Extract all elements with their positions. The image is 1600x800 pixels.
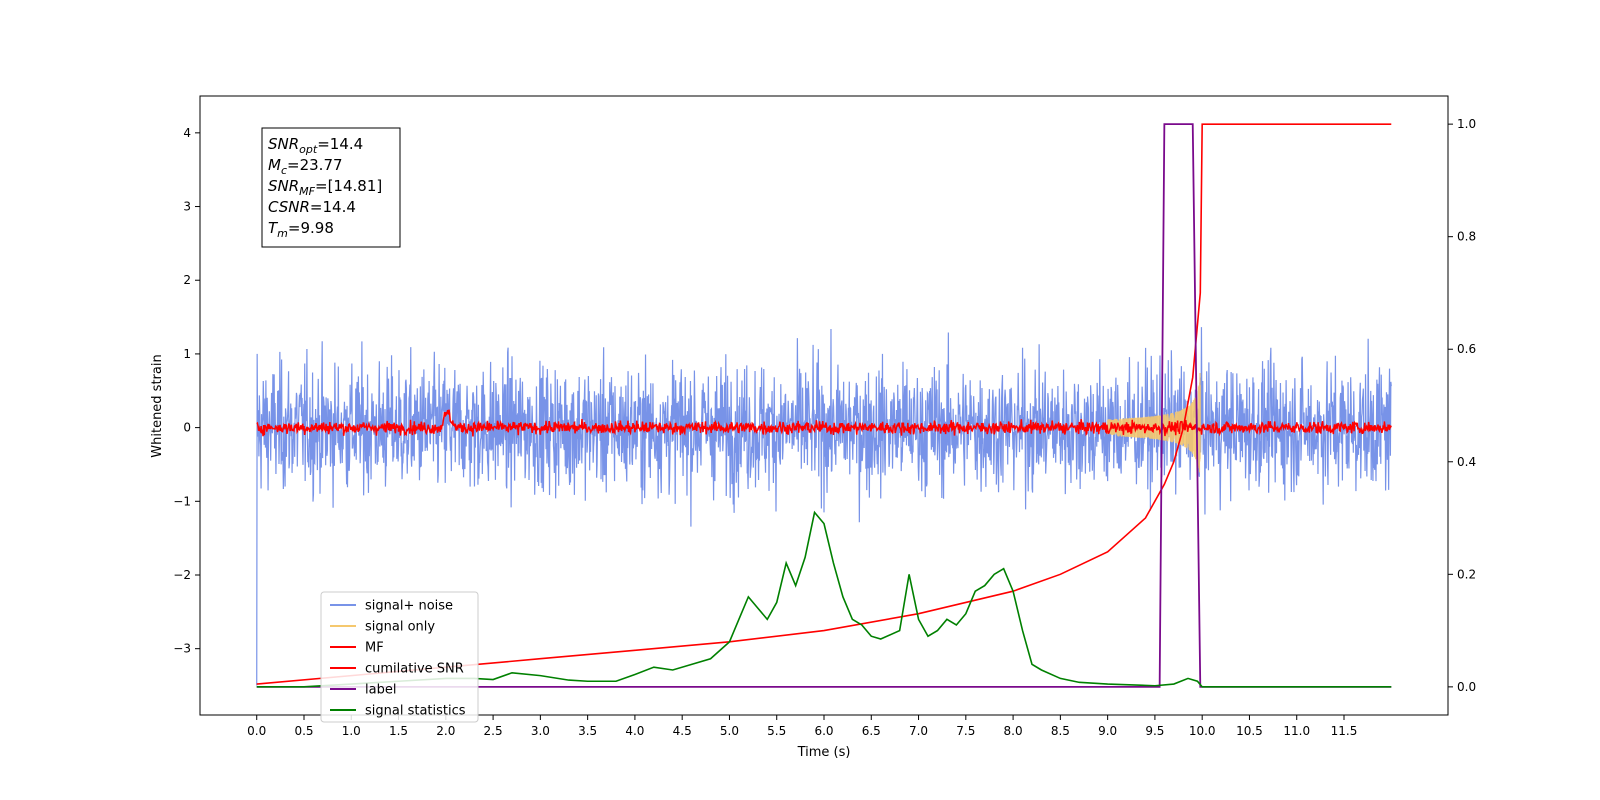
annotation-line: SNRopt=14.4 (268, 135, 363, 156)
annotation-line: CSNR=14.4 (268, 198, 356, 216)
legend-entry: cumilative SNR (365, 662, 464, 677)
x-tick-label: 9.5 (1145, 724, 1164, 738)
y-tick-label-right: 0.4 (1457, 455, 1476, 469)
y-tick-label-right: 0.8 (1457, 230, 1476, 244)
y-axis-label: Whitened strain (150, 354, 165, 457)
y-ticks-right: 0.0 0.2 0.4 0.6 0.8 1.0 (1448, 117, 1476, 694)
x-tick-label: 4.5 (673, 724, 692, 738)
x-tick-label: 10.5 (1236, 724, 1263, 738)
legend-entry: label (365, 683, 396, 698)
annotation-value: =[14.81] (315, 177, 382, 195)
x-tick-label: 3.0 (531, 724, 550, 738)
series-signal-statistics (256, 510, 1392, 688)
y-tick-label-right: 1.0 (1457, 117, 1476, 131)
x-tick-label: 4.0 (625, 724, 644, 738)
x-tick-label: 11.5 (1331, 724, 1358, 738)
y-tick-label-left: 1 (183, 347, 191, 361)
legend-frame (320, 591, 479, 723)
annotation-value: =14.4 (317, 135, 363, 153)
legend-entry: MF (365, 641, 384, 656)
y-tick-label-left: −1 (173, 494, 191, 508)
x-tick-label: 2.0 (436, 724, 455, 738)
annotation-var: CSNR (268, 198, 310, 216)
annotation-line: SNRMF=[14.81] (268, 177, 382, 198)
annotation-value: =14.4 (310, 198, 356, 216)
x-tick-label: 8.0 (1004, 724, 1023, 738)
y-tick-label-left: 4 (183, 126, 191, 140)
x-ticks: 0.0 0.5 1.0 1.5 2.0 2.5 3.0 3.5 4.0 4.5 5.0 5.5 6.0 6… (247, 715, 1357, 738)
x-tick-label: 5.0 (720, 724, 739, 738)
x-tick-label: 7.0 (909, 724, 928, 738)
annotation-var: T (268, 219, 279, 237)
annotation-line: Tm=9.98 (268, 219, 334, 240)
x-axis-label: Time (s) (797, 745, 851, 760)
x-tick-label: 1.5 (389, 724, 408, 738)
legend-entry: signal only (365, 620, 435, 635)
y-tick-label-left: 0 (183, 421, 191, 435)
annotation-box: SNRopt=14.4Mc=23.77SNRMF=[14.81]CSNR=14.… (261, 127, 401, 248)
legend: signal+ noise signal only MF cumilative SNR… (320, 591, 479, 723)
x-tick-label: 8.5 (1051, 724, 1070, 738)
annotation-sub: m (277, 227, 288, 240)
y-tick-label-left: −3 (173, 642, 191, 656)
x-tick-label: 0.0 (247, 724, 266, 738)
plot-area (256, 123, 1392, 688)
annotation-var: M (268, 156, 281, 174)
y-ticks-left: −3 −2 −1 0 1 2 3 4 (173, 126, 200, 656)
x-tick-label: 6.0 (814, 724, 833, 738)
x-tick-label: 11.0 (1283, 724, 1310, 738)
x-tick-label: 5.5 (767, 724, 786, 738)
annotation-sub: c (281, 164, 287, 177)
annotation-var: SNR (268, 177, 299, 195)
y-tick-label-right: 0.0 (1457, 680, 1476, 694)
x-tick-label: 10.0 (1189, 724, 1216, 738)
x-tick-label: 7.5 (956, 724, 975, 738)
y-tick-label-left: 2 (183, 273, 191, 287)
annotation-line: Mc=23.77 (268, 156, 343, 177)
x-tick-label: 1.0 (342, 724, 361, 738)
series-cumulative-snr (256, 123, 1392, 685)
series-mf (256, 409, 1392, 437)
annotation-var: SNR (268, 135, 299, 153)
x-tick-label: 9.0 (1098, 724, 1117, 738)
y-tick-label-left: 3 (183, 200, 191, 214)
annotation-value: =9.98 (288, 219, 334, 237)
y-tick-label-right: 0.2 (1457, 567, 1476, 581)
annotation-value: =23.77 (287, 156, 343, 174)
annotation-sub: MF (299, 185, 315, 198)
legend-entry: signal+ noise (365, 599, 453, 614)
x-tick-label: 6.5 (862, 724, 881, 738)
x-tick-label: 3.5 (578, 724, 597, 738)
y-tick-label-left: −2 (173, 568, 191, 582)
y-tick-label-right: 0.6 (1457, 342, 1476, 356)
legend-entry: signal statistics (365, 704, 466, 719)
x-tick-label: 0.5 (294, 724, 313, 738)
series-signal-plus-noise (256, 327, 1392, 686)
annotation-frame (261, 127, 401, 248)
x-tick-label: 2.5 (484, 724, 503, 738)
annotation-sub: opt (299, 143, 318, 156)
